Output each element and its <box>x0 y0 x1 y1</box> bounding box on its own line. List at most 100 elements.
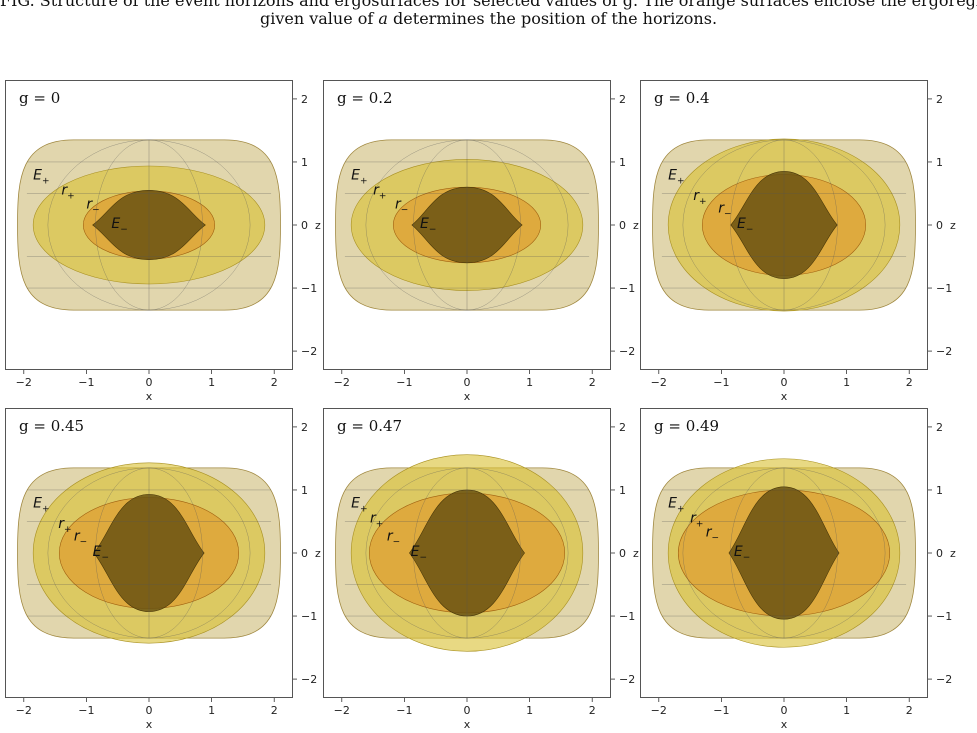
z-axis-label: z <box>950 547 956 560</box>
caption-line-2-post: determines the position of the horizons. <box>387 9 718 28</box>
x-tick-label: 2 <box>271 704 278 717</box>
x-tick-label: −1 <box>713 704 729 717</box>
z-axis-label: z <box>633 219 639 232</box>
label-r-minus-sub: − <box>712 534 720 544</box>
caption-line-1: FIG. Structure of the event horizons and… <box>0 0 977 10</box>
x-tick-label: 0 <box>464 376 471 389</box>
panel-plot: g = 0.2E+r+ r−E−210−1−2z−2 −1 0 1 2x <box>323 80 639 403</box>
label-e-minus-sub: − <box>429 225 437 235</box>
panel-title: g = 0.45 <box>19 417 84 435</box>
z-tick-label: −1 <box>301 610 317 623</box>
label-e-plus-sub: + <box>360 505 368 515</box>
caption-line-2: given value of a determines the position… <box>0 10 977 28</box>
panel-2: g = 0.2 E+ r+ r− E− 2 1 0 −1 −2 z −2 −1 0 1 2 x <box>323 75 643 405</box>
panel-6: g = 0.49 E+ r+ r− E− 2 1 0 −1 −2 z −2 −1 0 1 2 x <box>640 403 960 733</box>
x-tick-label: −2 <box>334 704 350 717</box>
x-tick-label: 0 <box>146 376 153 389</box>
label-r-plus-sub: + <box>67 192 75 202</box>
label-r-minus-sub: − <box>80 537 88 547</box>
x-tick-label: 2 <box>589 376 596 389</box>
x-tick-label: 0 <box>146 704 153 717</box>
z-tick-label: 2 <box>936 421 943 434</box>
x-tick-label: 0 <box>464 704 471 717</box>
z-tick-label: 0 <box>301 547 308 560</box>
label-e-plus-sub: + <box>42 177 50 187</box>
mesh-meridian <box>47 467 251 639</box>
x-axis-label: x <box>781 390 788 403</box>
z-tick-label: −2 <box>619 345 635 358</box>
x-tick-label: −2 <box>651 704 667 717</box>
panel-3: g = 0.4 E+ r+ r− E− 2 1 0 −1 −2 z −2 −1 0 1 2 x <box>640 75 960 405</box>
x-tick-label: −2 <box>16 376 32 389</box>
x-tick-label: −2 <box>16 704 32 717</box>
x-tick-label: −1 <box>713 376 729 389</box>
label-r-plus-sub: + <box>699 197 707 207</box>
z-tick-label: −2 <box>619 673 635 686</box>
label-e-plus-sub: + <box>677 505 685 515</box>
z-tick-label: 0 <box>936 219 943 232</box>
z-tick-label: 2 <box>619 421 626 434</box>
label-r-plus-sub: + <box>376 520 384 530</box>
z-tick-label: 2 <box>619 93 626 106</box>
x-axis-label: x <box>781 718 788 731</box>
label-e-minus-sub: − <box>743 553 751 563</box>
z-tick-label: 0 <box>936 547 943 560</box>
panel-plot: g = 0.45E+r+ r−E−210−1−2z−2 −1 0 1 2x <box>5 408 321 731</box>
label-e-minus-sub: − <box>120 225 128 235</box>
label-e-plus-sub: + <box>360 177 368 187</box>
mesh-meridian <box>365 467 569 639</box>
z-axis-label: z <box>950 219 956 232</box>
z-axis-label: z <box>315 219 321 232</box>
panel-1: g = 0 E+ r+ r− E− 2 1 0 −1 −2 z −2 −1 0 1 2 x <box>5 75 325 405</box>
label-e-minus-sub: − <box>746 225 754 235</box>
label-r-plus-sub: + <box>64 525 72 535</box>
panel-title: g = 0.2 <box>337 89 393 107</box>
panel-plot: g = 0.47E+r+r−E−210−1−2z−2 −1 0 1 2x <box>323 408 639 731</box>
panel-plot: g = 0.49E+r+ r−E−210−1−2z−2 −1 0 1 2x <box>640 408 956 731</box>
z-tick-label: 1 <box>619 156 626 169</box>
x-tick-label: 1 <box>843 704 850 717</box>
x-tick-label: 1 <box>208 704 215 717</box>
z-tick-label: −2 <box>936 345 952 358</box>
x-tick-label: −1 <box>396 704 412 717</box>
z-tick-label: 1 <box>936 484 943 497</box>
z-tick-label: 2 <box>301 421 308 434</box>
z-tick-label: 0 <box>619 547 626 560</box>
mesh-meridian <box>47 139 251 311</box>
z-tick-label: −2 <box>301 673 317 686</box>
label-e-plus-sub: + <box>677 177 685 187</box>
mesh-meridian <box>365 139 569 311</box>
x-tick-label: 1 <box>843 376 850 389</box>
panel-plot: g = 0E+r+ r−E−210−1−2z−2 −1 0 1 2x <box>5 80 321 403</box>
label-e-minus-sub: − <box>102 553 110 563</box>
x-axis-label: x <box>146 390 153 403</box>
z-tick-label: 0 <box>301 219 308 232</box>
x-tick-label: −2 <box>651 376 667 389</box>
panel-title: g = 0 <box>19 89 60 107</box>
label-r-minus-sub: − <box>401 206 409 216</box>
x-tick-label: 0 <box>781 376 788 389</box>
z-tick-label: 1 <box>301 156 308 169</box>
z-tick-label: −1 <box>936 610 952 623</box>
figure-caption: FIG. Structure of the event horizons and… <box>0 0 977 36</box>
z-tick-label: −1 <box>301 282 317 295</box>
x-tick-label: 1 <box>208 376 215 389</box>
z-tick-label: 1 <box>619 484 626 497</box>
z-tick-label: 2 <box>301 93 308 106</box>
z-tick-label: 2 <box>936 93 943 106</box>
x-tick-label: −1 <box>78 376 94 389</box>
panel-plot: g = 0.4E+r+ r−E−210−1−2z−2 −1 0 1 2x <box>640 80 956 403</box>
x-tick-label: 2 <box>271 376 278 389</box>
x-tick-label: 2 <box>589 704 596 717</box>
x-tick-label: −1 <box>78 704 94 717</box>
x-tick-label: −2 <box>334 376 350 389</box>
z-axis-label: z <box>315 547 321 560</box>
z-tick-label: 1 <box>301 484 308 497</box>
x-tick-label: 1 <box>526 704 533 717</box>
panel-title: g = 0.49 <box>654 417 719 435</box>
z-tick-label: −2 <box>301 345 317 358</box>
label-r-plus-sub: + <box>379 192 387 202</box>
x-tick-label: 2 <box>906 376 913 389</box>
label-e-minus-sub: − <box>420 553 428 563</box>
mesh-meridian <box>682 467 886 639</box>
